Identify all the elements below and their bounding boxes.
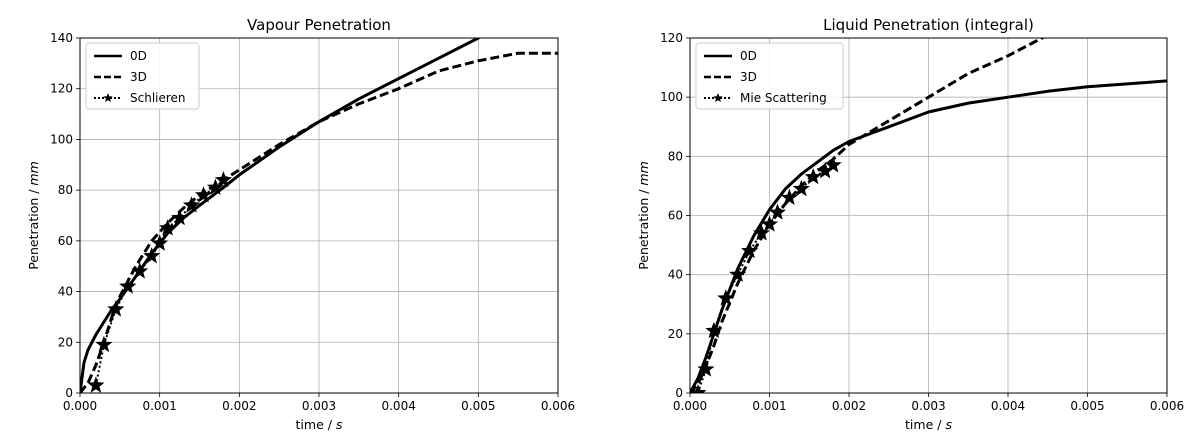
- axes-frame: [689, 37, 1168, 394]
- data-point-star: [768, 203, 786, 220]
- x-tick-label: 0.005: [1070, 399, 1104, 413]
- x-tick-label: 0.003: [911, 399, 945, 413]
- x-tick-label: 0.004: [991, 399, 1025, 413]
- data-point-star: [119, 277, 137, 294]
- x-tick-label: 0.002: [832, 399, 866, 413]
- x-tick-label: 0.000: [63, 399, 97, 413]
- y-tick-label: 100: [660, 90, 683, 104]
- data-point-star: [131, 262, 149, 279]
- y-tick-label: 60: [58, 234, 73, 248]
- y-tick-label: 80: [58, 183, 73, 197]
- y-tick-label: 0: [65, 386, 73, 400]
- data-point-star: [206, 178, 224, 195]
- x-tick-label: 0.006: [1150, 399, 1184, 413]
- x-tick-label: 0.001: [752, 399, 786, 413]
- data-point-star: [705, 321, 723, 339]
- data-point-star: [697, 360, 715, 377]
- y-axis-label: Penetration / mm: [26, 161, 41, 270]
- chart-title: Vapour Penetration: [247, 16, 391, 34]
- y-tick-label: 40: [668, 268, 683, 282]
- data-point-star: [107, 300, 125, 317]
- plot-area: [690, 38, 1167, 393]
- data-point-star: [753, 224, 771, 241]
- x-tick-label: 0.003: [302, 399, 336, 413]
- legend-star-marker: [103, 93, 113, 102]
- axes-frame: [79, 37, 559, 394]
- legend-label: Mie Scattering: [740, 91, 827, 105]
- legend-label: 3D: [130, 70, 147, 84]
- data-point-star: [87, 376, 105, 393]
- legend-star-marker: [713, 93, 723, 102]
- plot-area: [80, 38, 558, 393]
- data-point-star: [804, 168, 822, 185]
- x-axis-label: time / s: [296, 417, 343, 432]
- y-tick-label: 120: [50, 82, 73, 96]
- legend-box: [695, 42, 844, 110]
- data-point-star: [729, 265, 747, 282]
- y-axis-label: Penetration / mm: [636, 161, 651, 270]
- data-point-star: [717, 289, 735, 306]
- y-tick-label: 60: [668, 209, 683, 223]
- y-tick-label: 140: [50, 31, 73, 45]
- data-point-star: [741, 242, 759, 259]
- x-axis-label: time / s: [905, 417, 952, 432]
- data-point-star: [159, 219, 177, 236]
- data-point-star: [194, 186, 212, 203]
- legend-label: Schlieren: [130, 91, 186, 105]
- x-tick-label: 0.005: [461, 399, 495, 413]
- y-tick-label: 20: [58, 335, 73, 349]
- data-point-star: [183, 196, 201, 213]
- chart-panel-2: 0.000 0.001 0.002 0.003 0.004 0.005 0.006 0 20 40…: [636, 16, 1184, 432]
- data-point-star: [760, 215, 779, 232]
- data-point-star: [171, 209, 189, 226]
- x-tick-label: 0.001: [142, 399, 176, 413]
- data-point-star: [792, 179, 810, 197]
- y-tick-label: 20: [668, 327, 683, 341]
- legend-label: 3D: [740, 70, 757, 84]
- data-point-star: [824, 156, 842, 173]
- data-point-star: [780, 188, 798, 205]
- x-tick-label: 0.002: [222, 399, 256, 413]
- legend-box: [85, 42, 200, 110]
- x-tick-label: 0.004: [381, 399, 415, 413]
- data-point-star: [816, 162, 834, 179]
- series-line-mie-scattering: [697, 164, 834, 393]
- data-point-star: [95, 335, 113, 353]
- y-tick-label: 40: [58, 285, 73, 299]
- x-tick-label: 0.006: [541, 399, 575, 413]
- chart-title: Liquid Penetration (integral): [823, 16, 1034, 34]
- legend-label: 0D: [130, 49, 147, 63]
- data-point-star: [143, 247, 161, 264]
- legend: 0D 3D Mie Scattering: [695, 42, 844, 110]
- chart-panel-1: 0.000 0.001 0.002 0.003 0.004 0.005 0.006 0 20 40…: [26, 16, 575, 432]
- data-point-star: [690, 384, 707, 393]
- y-tick-label: 120: [660, 31, 683, 45]
- legend-label: 0D: [740, 49, 757, 63]
- data-point-star: [151, 234, 169, 251]
- y-tick-label: 0: [675, 386, 683, 400]
- x-tick-label: 0.000: [673, 399, 707, 413]
- y-tick-label: 80: [668, 149, 683, 163]
- legend: 0D 3D Schlieren: [85, 42, 200, 110]
- y-tick-label: 100: [50, 132, 73, 146]
- data-point-star: [214, 171, 232, 188]
